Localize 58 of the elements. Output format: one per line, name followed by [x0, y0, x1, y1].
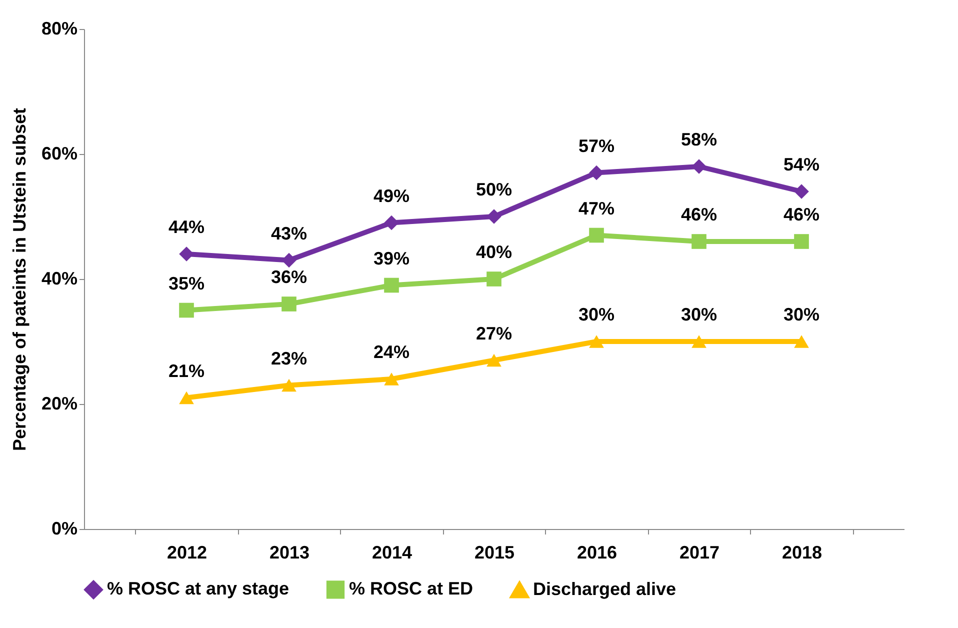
- point: [486, 354, 502, 367]
- point: [486, 272, 502, 286]
- y-tick-label: 80%: [41, 18, 78, 38]
- data-label: 30%: [783, 304, 820, 324]
- data-label: 40%: [476, 242, 512, 262]
- point: [589, 228, 604, 243]
- y-tick-label: 20%: [41, 394, 78, 414]
- point: [282, 378, 296, 392]
- data-label: 39%: [373, 248, 410, 268]
- point: [282, 296, 296, 312]
- x-tick-label: 2012: [166, 542, 208, 562]
- data-label: 46%: [783, 204, 820, 224]
- data-label: 43%: [270, 223, 308, 244]
- legend-label: Discharged alive: [533, 579, 676, 600]
- point: [282, 252, 296, 268]
- data-label: 30%: [578, 304, 615, 324]
- point: [384, 278, 399, 293]
- y-tick-label: 40%: [41, 268, 78, 288]
- x-tick-label: 2015: [474, 542, 515, 562]
- data-label: 24%: [373, 342, 410, 362]
- point: [179, 391, 194, 404]
- data-label: 23%: [270, 348, 308, 368]
- point: [692, 159, 706, 174]
- point: [384, 215, 399, 230]
- data-label: 27%: [476, 323, 512, 344]
- point: [589, 335, 604, 348]
- y-tick-label: 60%: [41, 144, 78, 164]
- legend-label: % ROSC at any stage: [107, 578, 290, 599]
- data-label: 36%: [270, 267, 308, 287]
- data-label: 35%: [168, 273, 205, 294]
- data-label: 30%: [680, 304, 718, 324]
- data-label: 49%: [373, 186, 410, 206]
- data-label: 46%: [680, 204, 718, 224]
- x-tick-label: 2018: [782, 542, 822, 562]
- point: [692, 335, 706, 348]
- data-label: 50%: [476, 180, 512, 200]
- data-label: 58%: [680, 130, 718, 150]
- data-label: 21%: [168, 360, 205, 381]
- point: [179, 302, 194, 318]
- point: [794, 234, 809, 249]
- y-tick-label: 0%: [51, 518, 78, 538]
- data-label: 44%: [168, 217, 205, 237]
- data-label: 47%: [578, 198, 615, 218]
- x-tick-label: 2014: [372, 542, 412, 562]
- point: [384, 372, 399, 386]
- x-tick-label: 2013: [269, 542, 310, 562]
- point: [589, 165, 604, 180]
- x-tick-label: 2017: [679, 542, 720, 562]
- point: [486, 209, 502, 224]
- y-axis-title: Percentage of pateints in Utstein subset: [9, 108, 30, 452]
- legend-label: % ROSC at ED: [349, 578, 474, 599]
- point: [794, 335, 809, 348]
- point: [179, 246, 194, 262]
- data-label: 54%: [783, 154, 820, 174]
- data-label: 57%: [578, 136, 615, 156]
- x-tick-label: 2016: [576, 542, 618, 562]
- point: [692, 234, 706, 249]
- point: [794, 184, 809, 199]
